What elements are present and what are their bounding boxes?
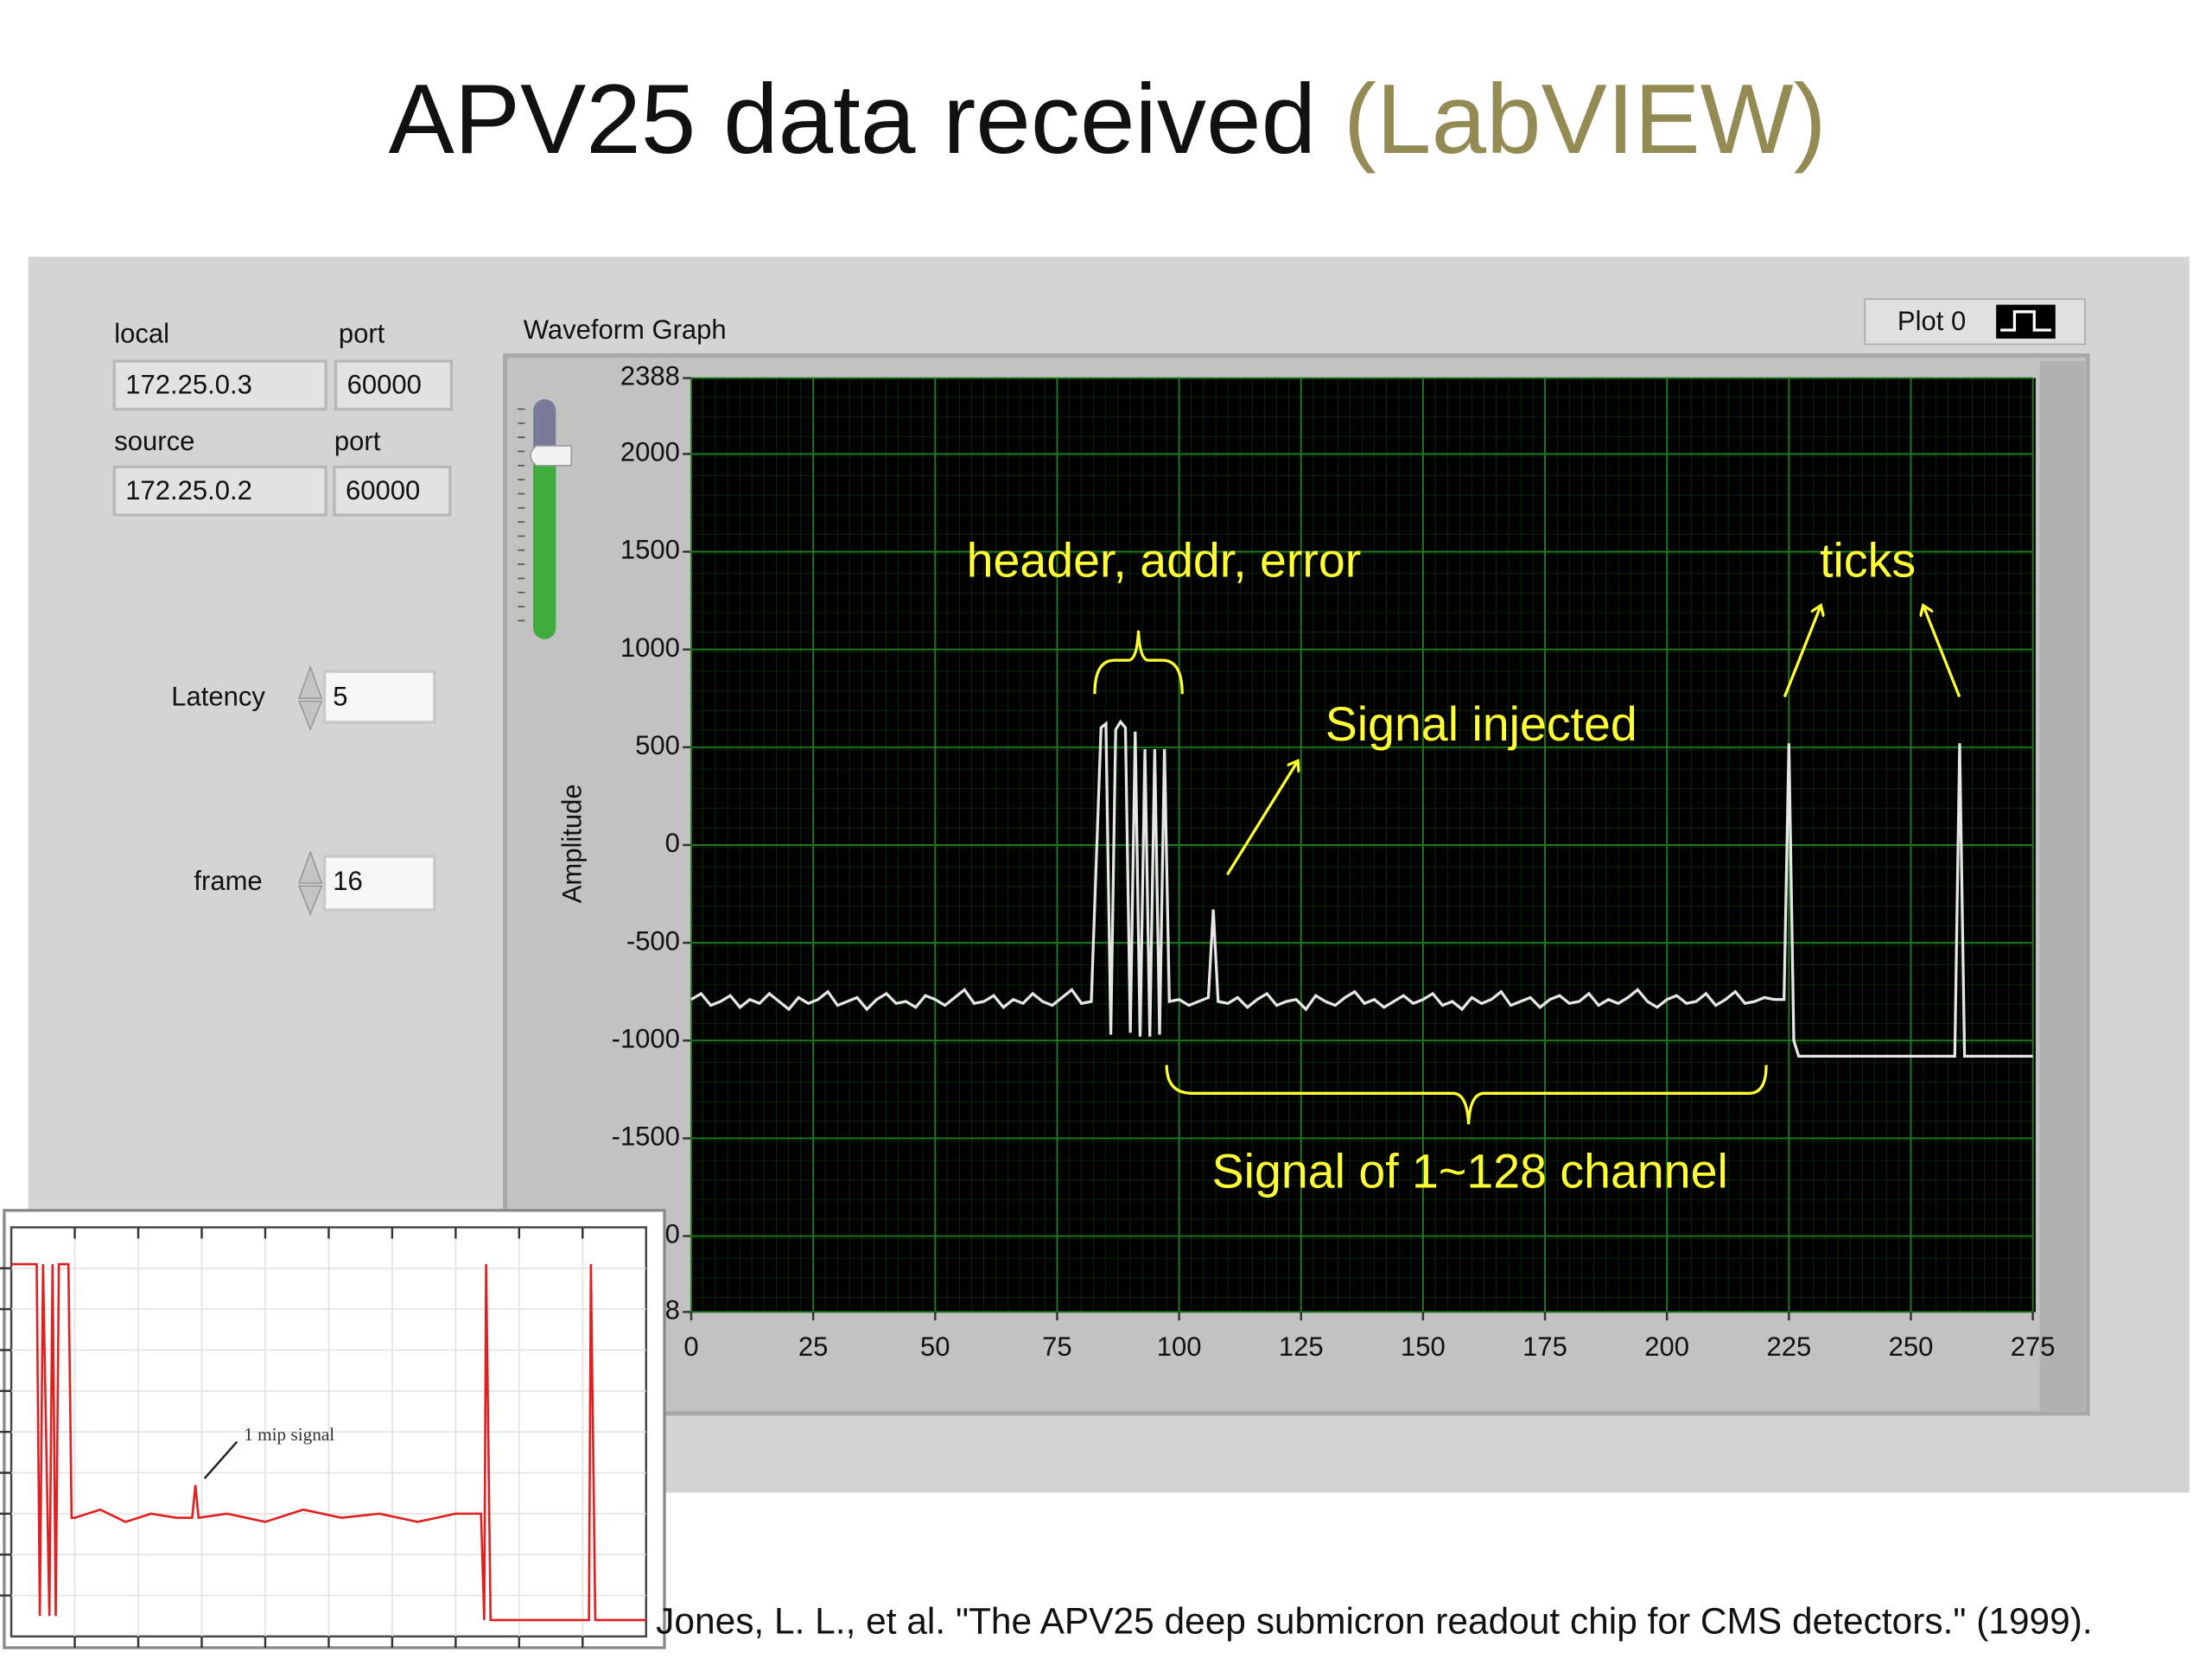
connection-controls: local port 172.25.0.3 60000 source port …: [112, 319, 454, 917]
citation: Jones, L. L., et al. "The APV25 deep sub…: [656, 1600, 2093, 1641]
annotation: Signal injected: [1325, 697, 1637, 751]
graph-edge: [2039, 360, 2086, 1411]
arrow: [1924, 608, 1961, 698]
x-tick-label: 200: [1644, 1332, 1689, 1362]
series-line: [11, 1262, 646, 1622]
field[interactable]: [322, 670, 436, 724]
annotation: Signal of 1~128 channel: [1212, 1145, 1728, 1198]
y-tick-label: -1500: [612, 1122, 680, 1152]
spinner[interactable]: [297, 664, 323, 732]
title-main: APV25 data received: [389, 65, 1317, 175]
field[interactable]: [112, 359, 327, 411]
slider-scale: [518, 408, 525, 622]
label: frame: [194, 866, 262, 896]
arrow: [1783, 608, 1820, 698]
brace: [1165, 1065, 1768, 1125]
slider-thumb[interactable]: [530, 445, 573, 467]
annotations: header, addr, error ticks Signal injecte…: [967, 534, 1916, 1198]
y-tick-label: -500: [626, 925, 680, 956]
x-tick-label: 25: [798, 1332, 829, 1362]
x-tick-label: 75: [1042, 1332, 1071, 1362]
arrow: [1226, 763, 1296, 876]
annotation: header, addr, error: [967, 534, 1362, 588]
y-tick-label: -1000: [612, 1023, 680, 1053]
inset-layer: [0, 1227, 646, 1648]
label: Latency: [171, 681, 265, 711]
field-value: 16: [333, 866, 363, 896]
series-line: [690, 719, 2033, 1058]
label: port: [339, 319, 385, 349]
annotation-shapes: [1093, 608, 1961, 1125]
field-value: 5: [333, 681, 347, 711]
field[interactable]: [333, 465, 452, 517]
graph-title: Waveform Graph: [524, 315, 727, 345]
x-tick-label: 0: [683, 1332, 698, 1362]
y-tick-label: 2388: [620, 361, 680, 391]
spinner[interactable]: [297, 849, 323, 917]
label: port: [334, 426, 381, 456]
field[interactable]: [334, 359, 454, 411]
y-tick-label: 0: [665, 828, 680, 858]
y-axis-label: Amplitude: [557, 784, 588, 903]
label: local: [114, 319, 169, 349]
annotation: ticks: [1820, 534, 1916, 588]
x-tick-label: 175: [1522, 1332, 1567, 1362]
field-value: 172.25.0.2: [125, 475, 252, 505]
x-tick-label: 50: [920, 1332, 950, 1362]
x-tick-label: 250: [1889, 1332, 1934, 1362]
y-tick-label: 1000: [620, 632, 680, 663]
x-tick-label: 100: [1157, 1332, 1202, 1362]
field-value: 172.25.0.3: [125, 370, 252, 400]
x-tick-label: 225: [1766, 1332, 1811, 1362]
label: source: [114, 426, 194, 456]
field[interactable]: [322, 855, 436, 912]
slider-fill: [533, 454, 556, 639]
y-tick-label: 1500: [620, 535, 680, 565]
field[interactable]: [112, 465, 327, 517]
inset-annotation: 1 mip signal: [244, 1424, 334, 1445]
legend-swatch: [1996, 304, 2056, 339]
title-highlight: (LabVIEW): [1344, 65, 1827, 175]
brace: [1093, 630, 1184, 695]
y-tick-label: 500: [635, 730, 680, 760]
x-tick-label: 150: [1401, 1332, 1446, 1362]
legend-label: Plot 0: [1897, 306, 1966, 336]
field-value: 60000: [346, 475, 420, 505]
x-tick-label: 125: [1279, 1332, 1324, 1362]
inset-pointer: [203, 1440, 238, 1479]
field-value: 60000: [347, 370, 422, 400]
x-tick-label: 275: [2011, 1332, 2056, 1362]
slide-title: APV25 data received (LabVIEW): [389, 65, 1827, 175]
legend-icon: [2000, 310, 2051, 332]
y-tick-label: 2000: [620, 437, 680, 467]
